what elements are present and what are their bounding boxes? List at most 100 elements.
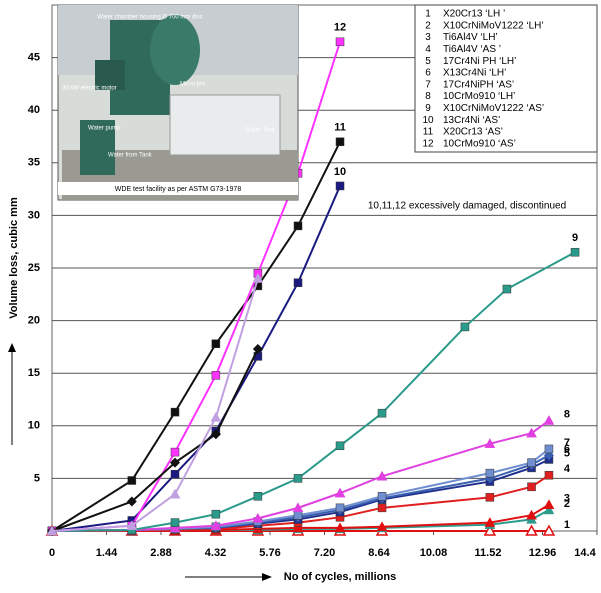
x-tick-label: 8.64 — [368, 547, 390, 559]
marker — [544, 470, 554, 480]
series-end-label: 6 — [564, 443, 570, 455]
marker — [210, 520, 222, 530]
marker — [334, 487, 346, 498]
x-axis-label: No of cycles, millions — [284, 571, 396, 583]
legend-number: 8 — [425, 91, 431, 102]
series-end-label: 2 — [564, 498, 570, 510]
marker — [377, 408, 387, 418]
y-tick-label: 30 — [28, 209, 40, 221]
x-tick-label: 11.52 — [475, 547, 502, 559]
marker — [570, 247, 580, 257]
inset-label: Water chamber housing Ø 700 mm disc — [97, 15, 203, 21]
photo-caption-box — [58, 182, 298, 195]
marker — [293, 221, 303, 231]
annotation: 10,11,12 excessively damaged, discontinu… — [368, 201, 566, 212]
marker — [527, 482, 536, 492]
inset-label: Water pump — [88, 126, 121, 132]
marker — [252, 344, 263, 355]
marker — [543, 504, 555, 515]
x-tick-label: 5.76 — [259, 547, 280, 559]
legend-entry: X20Cr13 ‘LH ’ — [443, 9, 505, 20]
legend-entry: X10CrNiMoV1222 ‘LH’ — [443, 20, 544, 31]
marker — [169, 522, 181, 533]
y-tick-label: 10 — [28, 420, 40, 432]
marker — [211, 339, 221, 348]
x-tick-label: 1.44 — [96, 547, 118, 559]
inset-label: 30 kW electric motor — [62, 86, 117, 92]
legend-number: 11 — [423, 127, 434, 138]
marker — [46, 525, 58, 536]
inset-label: Micro-pro — [180, 82, 206, 88]
marker — [483, 524, 497, 536]
legend-number: 2 — [425, 20, 431, 31]
x-tick-label: 10.08 — [420, 547, 448, 559]
marker — [335, 181, 345, 191]
x-arrow-head — [262, 573, 272, 581]
marker — [526, 509, 537, 520]
marker — [527, 458, 536, 467]
marker — [170, 407, 180, 417]
marker — [170, 457, 181, 468]
legend-entry: X10CrNiMoV1222 ‘AS’ — [443, 103, 544, 114]
legend-entry: 17Cr4Ni PH ‘LH’ — [443, 56, 516, 67]
series-end-label: 3 — [564, 493, 570, 505]
marker — [485, 493, 495, 502]
marker — [210, 411, 222, 422]
legend-entry: 17Cr4NiPH ‘AS’ — [443, 79, 514, 90]
marker — [292, 502, 304, 513]
inset-photo: Water chamber housing Ø 700 mm disc 30 k… — [57, 4, 299, 201]
marker — [126, 496, 137, 507]
y-tick-label: 5 — [34, 472, 40, 484]
inset-label: Water from Tank — [108, 153, 153, 159]
photo-disc — [150, 15, 200, 85]
marker — [484, 438, 496, 448]
photo-tank — [169, 94, 281, 156]
legend-entry: Ti6Al4V ‘AS ’ — [443, 44, 501, 55]
legend-number: 3 — [425, 32, 431, 43]
marker — [211, 509, 221, 519]
marker — [485, 468, 495, 478]
marker — [293, 278, 303, 287]
x-tick-label: 2.88 — [150, 547, 171, 559]
marker — [376, 470, 388, 481]
series-end-label: 12 — [334, 22, 346, 34]
marker — [335, 503, 345, 513]
series-end-label: 11 — [334, 122, 346, 134]
y-tick-label: 25 — [28, 262, 40, 274]
marker — [253, 492, 263, 501]
marker — [335, 37, 345, 47]
legend-entry: X13Cr4Ni ‘LH’ — [443, 68, 506, 79]
marker — [543, 499, 555, 509]
legend-number: 7 — [425, 79, 431, 90]
legend-box — [414, 4, 598, 153]
inset-label: Water Tank — [245, 128, 276, 134]
y-arrow-head — [8, 343, 16, 352]
marker — [542, 524, 556, 536]
inset-caption: WDE test facility as per ASTM G73-1978 — [115, 186, 242, 193]
marker — [525, 524, 538, 536]
series-end-label: 4 — [564, 463, 571, 475]
series-end-label: 9 — [572, 232, 578, 244]
marker — [211, 371, 221, 380]
series-end-label: 5 — [564, 447, 570, 459]
x-tick-label: 7.20 — [314, 547, 335, 559]
y-tick-label: 45 — [28, 52, 40, 64]
x-tick-label: 4.32 — [205, 547, 226, 559]
marker — [293, 510, 303, 520]
y-tick-label: 35 — [28, 157, 40, 169]
marker — [460, 322, 470, 332]
y-tick-label: 20 — [28, 315, 40, 327]
legend-entry: 13Cr4Ni ‘AS’ — [443, 115, 500, 126]
legend-entry: 10CrMo910 ‘AS’ — [443, 138, 516, 149]
series-end-label: 7 — [564, 437, 570, 449]
y-tick-label: 15 — [28, 367, 40, 379]
marker — [169, 488, 181, 499]
marker — [170, 469, 180, 479]
series-end-label: 8 — [564, 408, 570, 420]
legend-entry: Ti6Al4V ‘LH’ — [443, 32, 498, 43]
series-end-label: 1 — [564, 519, 570, 531]
legend-number: 5 — [425, 56, 431, 67]
marker — [484, 517, 496, 527]
